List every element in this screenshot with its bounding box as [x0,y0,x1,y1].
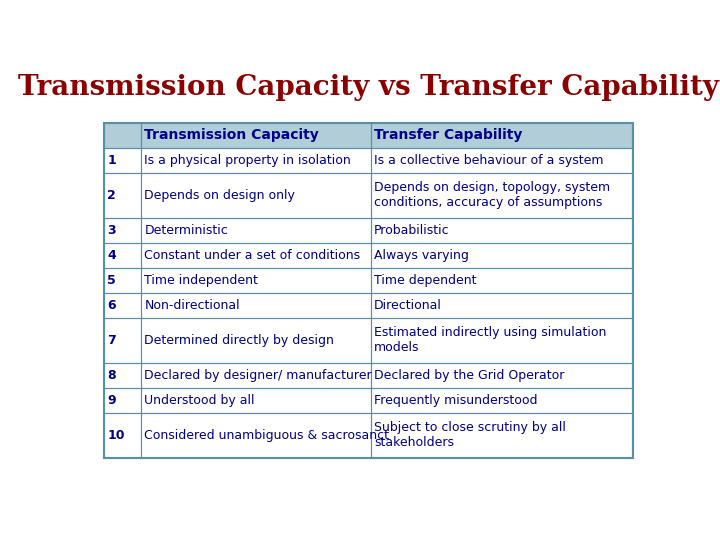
Bar [104,318,632,362]
Bar [104,293,141,318]
Text: 3: 3 [107,224,116,237]
Bar [104,267,141,293]
Text: Non-directional: Non-directional [144,299,240,312]
Text: Always varying: Always varying [374,248,469,261]
Bar [104,123,632,147]
Text: Determined directly by design: Determined directly by design [144,334,334,347]
Text: Constant under a set of conditions: Constant under a set of conditions [144,248,361,261]
Bar [371,218,632,242]
Bar [104,218,632,242]
Bar [104,413,632,457]
Text: Time independent: Time independent [144,274,258,287]
Text: 2: 2 [107,188,116,201]
Bar [104,173,141,218]
Text: 4: 4 [107,248,116,261]
Bar [141,293,371,318]
Bar [371,123,632,147]
Bar [141,318,371,362]
Bar [104,242,632,267]
Bar [104,173,632,218]
Text: Frequently misunderstood: Frequently misunderstood [374,394,538,407]
Text: Directional: Directional [374,299,442,312]
Bar [371,413,632,457]
Bar [141,362,371,388]
Bar [104,293,632,318]
Bar [371,293,632,318]
Bar [104,362,632,388]
Text: Probabilistic: Probabilistic [374,224,450,237]
Bar [141,242,371,267]
Bar [104,413,141,457]
Bar [371,318,632,362]
Bar [104,362,141,388]
Text: Depends on design, topology, system
conditions, accuracy of assumptions: Depends on design, topology, system cond… [374,181,611,209]
Text: 1: 1 [107,153,116,166]
Text: Declared by designer/ manufacturer: Declared by designer/ manufacturer [144,368,372,382]
Bar [104,123,141,147]
Bar [141,388,371,413]
Text: 5: 5 [107,274,116,287]
Text: Is a physical property in isolation: Is a physical property in isolation [144,153,351,166]
Bar [141,218,371,242]
Bar [371,267,632,293]
Text: 7: 7 [107,334,116,347]
Text: Declared by the Grid Operator: Declared by the Grid Operator [374,368,564,382]
Bar [371,173,632,218]
Bar [104,242,141,267]
Bar [371,242,632,267]
Bar [141,413,371,457]
Text: Depends on design only: Depends on design only [144,188,295,201]
Bar [104,388,141,413]
Bar [371,147,632,173]
Text: 9: 9 [107,394,116,407]
Text: 10: 10 [107,429,125,442]
Bar [371,388,632,413]
Bar [141,123,371,147]
Bar [104,147,632,173]
Bar [104,318,141,362]
Text: Transfer Capability: Transfer Capability [374,128,523,142]
Bar [104,388,632,413]
Bar [141,147,371,173]
Bar [104,123,632,457]
Bar [104,267,632,293]
Text: Subject to close scrutiny by all
stakeholders: Subject to close scrutiny by all stakeho… [374,421,566,449]
Bar [371,362,632,388]
Bar [141,267,371,293]
Text: 8: 8 [107,368,116,382]
Text: 6: 6 [107,299,116,312]
Text: Considered unambiguous & sacrosanct: Considered unambiguous & sacrosanct [144,429,390,442]
Text: Time dependent: Time dependent [374,274,477,287]
Text: Deterministic: Deterministic [144,224,228,237]
Text: Estimated indirectly using simulation
models: Estimated indirectly using simulation mo… [374,326,606,354]
Text: Is a collective behaviour of a system: Is a collective behaviour of a system [374,153,603,166]
Bar [104,147,141,173]
Bar [104,218,141,242]
Text: Transmission Capacity: Transmission Capacity [144,128,319,142]
Text: Understood by all: Understood by all [144,394,255,407]
Text: Transmission Capacity vs Transfer Capability: Transmission Capacity vs Transfer Capabi… [19,75,719,102]
Bar [141,173,371,218]
